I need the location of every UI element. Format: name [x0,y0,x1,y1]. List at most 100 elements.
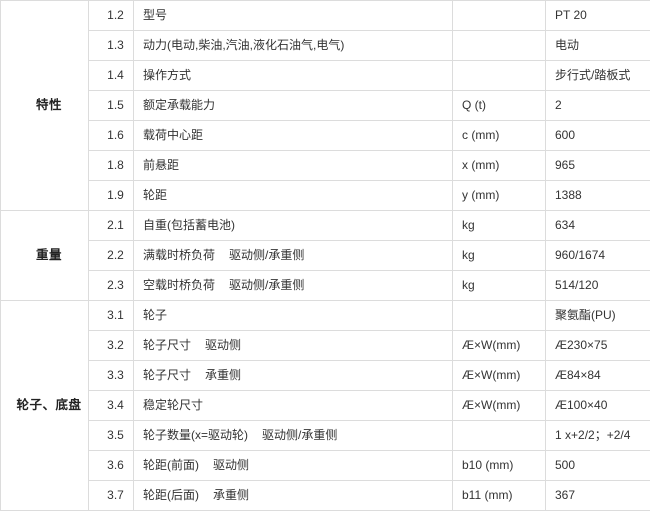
row-description-cell: 轮子尺寸驱动侧 [134,331,453,361]
row-value-cell: 367 [546,481,650,511]
description-main: 前悬距 [143,158,179,172]
row-description-cell: 轮距(前面) 驱动侧 [134,451,453,481]
description-main: 轮子 [143,308,167,322]
table-row: 3.7 轮距(后面) 承重侧 b11 (mm)367 [1,481,650,511]
row-unit-cell: c (mm) [453,121,546,151]
row-number-cell: 2.3 [89,271,134,301]
row-value-cell: 500 [546,451,650,481]
row-number-cell: 1.9 [89,181,134,211]
description-main: 轮距(前面) [143,458,199,472]
row-number-cell: 1.2 [89,1,134,31]
description-main: 动力(电动,柴油,汽油,液化石油气,电气) [143,38,344,52]
row-unit-cell: kg [453,241,546,271]
row-value-cell: 聚氨酯(PU) [546,301,650,331]
row-unit-cell: Æ×W(mm) [453,331,546,361]
row-description-cell: 轮子数量(x=驱动轮) 驱动侧/承重侧 [134,421,453,451]
description-main: 轮子尺寸 [143,338,191,352]
category-cell: 特性 [1,1,89,211]
row-value-cell: Æ100×40 [546,391,650,421]
table-row: 3.6 轮距(前面) 驱动侧 b10 (mm)500 [1,451,650,481]
row-unit-cell: kg [453,211,546,241]
row-number-cell: 2.1 [89,211,134,241]
description-qualifier: 驱动侧 [205,338,241,352]
description-qualifier: 驱动侧 [213,458,249,472]
description-main: 自重(包括蓄电池) [143,218,235,232]
row-description-cell: 轮子 [134,301,453,331]
description-main: 轮距(后面) [143,488,199,502]
category-cell: 重量 [1,211,89,301]
row-description-cell: 轮距(后面) 承重侧 [134,481,453,511]
row-value-cell: 1388 [546,181,650,211]
row-value-cell: 634 [546,211,650,241]
row-number-cell: 1.3 [89,31,134,61]
table-row: 1.5 额定承载能力 Q (t)2 [1,91,650,121]
row-unit-cell: x (mm) [453,151,546,181]
row-value-cell: PT 20 [546,1,650,31]
row-description-cell: 动力(电动,柴油,汽油,液化石油气,电气) [134,31,453,61]
row-number-cell: 1.4 [89,61,134,91]
row-number-cell: 3.7 [89,481,134,511]
row-number-cell: 3.1 [89,301,134,331]
description-qualifier: 驱动侧/承重侧 [229,278,304,292]
table-row: 1.4 操作方式 步行式/踏板式 [1,61,650,91]
row-description-cell: 轮子尺寸承重侧 [134,361,453,391]
row-value-cell: 600 [546,121,650,151]
row-unit-cell: Q (t) [453,91,546,121]
row-unit-cell [453,301,546,331]
row-unit-cell [453,421,546,451]
row-unit-cell [453,1,546,31]
description-qualifier: 驱动侧/承重侧 [262,428,337,442]
row-description-cell: 额定承载能力 [134,91,453,121]
row-number-cell: 3.6 [89,451,134,481]
row-description-cell: 稳定轮尺寸 [134,391,453,421]
description-qualifier: 承重侧 [205,368,241,382]
row-unit-cell: b11 (mm) [453,481,546,511]
description-main: 满载时桥负荷 [143,248,215,262]
row-description-cell: 自重(包括蓄电池) [134,211,453,241]
row-value-cell: 960/1674 [546,241,650,271]
description-main: 轮距 [143,188,167,202]
row-number-cell: 3.5 [89,421,134,451]
row-value-cell: 2 [546,91,650,121]
row-value-cell: 1 x+2/2；+2/4 [546,421,650,451]
row-number-cell: 3.2 [89,331,134,361]
row-unit-cell: Æ×W(mm) [453,391,546,421]
row-description-cell: 前悬距 [134,151,453,181]
description-main: 空载时桥负荷 [143,278,215,292]
row-description-cell: 满载时桥负荷驱动侧/承重侧 [134,241,453,271]
row-value-cell: Æ230×75 [546,331,650,361]
category-cell: 轮子、底盘 [1,301,89,511]
description-main: 轮子尺寸 [143,368,191,382]
row-unit-cell: kg [453,271,546,301]
row-value-cell: 步行式/踏板式 [546,61,650,91]
description-main: 稳定轮尺寸 [143,398,203,412]
description-main: 轮子数量(x=驱动轮) [143,428,248,442]
row-unit-cell [453,61,546,91]
row-number-cell: 1.5 [89,91,134,121]
row-unit-cell: Æ×W(mm) [453,361,546,391]
description-main: 额定承载能力 [143,98,215,112]
row-unit-cell: b10 (mm) [453,451,546,481]
row-number-cell: 3.3 [89,361,134,391]
row-description-cell: 空载时桥负荷驱动侧/承重侧 [134,271,453,301]
description-qualifier: 承重侧 [213,488,249,502]
row-number-cell: 1.8 [89,151,134,181]
description-main: 操作方式 [143,68,191,82]
row-number-cell: 2.2 [89,241,134,271]
row-description-cell: 载荷中心距 [134,121,453,151]
table-row: 3.5 轮子数量(x=驱动轮) 驱动侧/承重侧 1 x+2/2；+2/4 [1,421,650,451]
description-qualifier: 驱动侧/承重侧 [229,248,304,262]
